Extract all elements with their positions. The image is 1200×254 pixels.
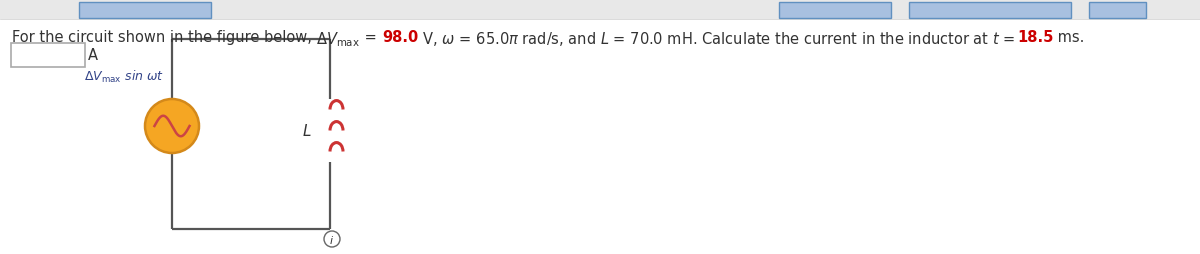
Text: $i$: $i$ — [330, 233, 335, 245]
Text: $\Delta V_{\mathrm{max}}$: $\Delta V_{\mathrm{max}}$ — [317, 30, 360, 49]
FancyBboxPatch shape — [779, 3, 890, 19]
Text: 98.0: 98.0 — [382, 30, 418, 45]
Text: 18.5: 18.5 — [1018, 30, 1054, 45]
FancyBboxPatch shape — [0, 0, 1200, 20]
Text: A: A — [88, 48, 98, 63]
Text: ms.: ms. — [1054, 30, 1085, 45]
Circle shape — [145, 100, 199, 153]
FancyBboxPatch shape — [1090, 3, 1146, 19]
Text: =: = — [360, 30, 382, 45]
Text: $\Delta V_{\mathrm{max}}$ sin $\omega t$: $\Delta V_{\mathrm{max}}$ sin $\omega t$ — [84, 69, 164, 85]
Text: For the circuit shown in the figure below,: For the circuit shown in the figure belo… — [12, 30, 317, 45]
Text: $L$: $L$ — [302, 123, 312, 139]
FancyBboxPatch shape — [910, 3, 1072, 19]
Circle shape — [324, 231, 340, 247]
FancyBboxPatch shape — [11, 44, 85, 68]
Text: V, $\omega$ = 65.0$\pi$ rad/s, and $L$ = 70.0 mH. Calculate the current in the i: V, $\omega$ = 65.0$\pi$ rad/s, and $L$ =… — [418, 30, 1018, 48]
FancyBboxPatch shape — [79, 3, 211, 19]
